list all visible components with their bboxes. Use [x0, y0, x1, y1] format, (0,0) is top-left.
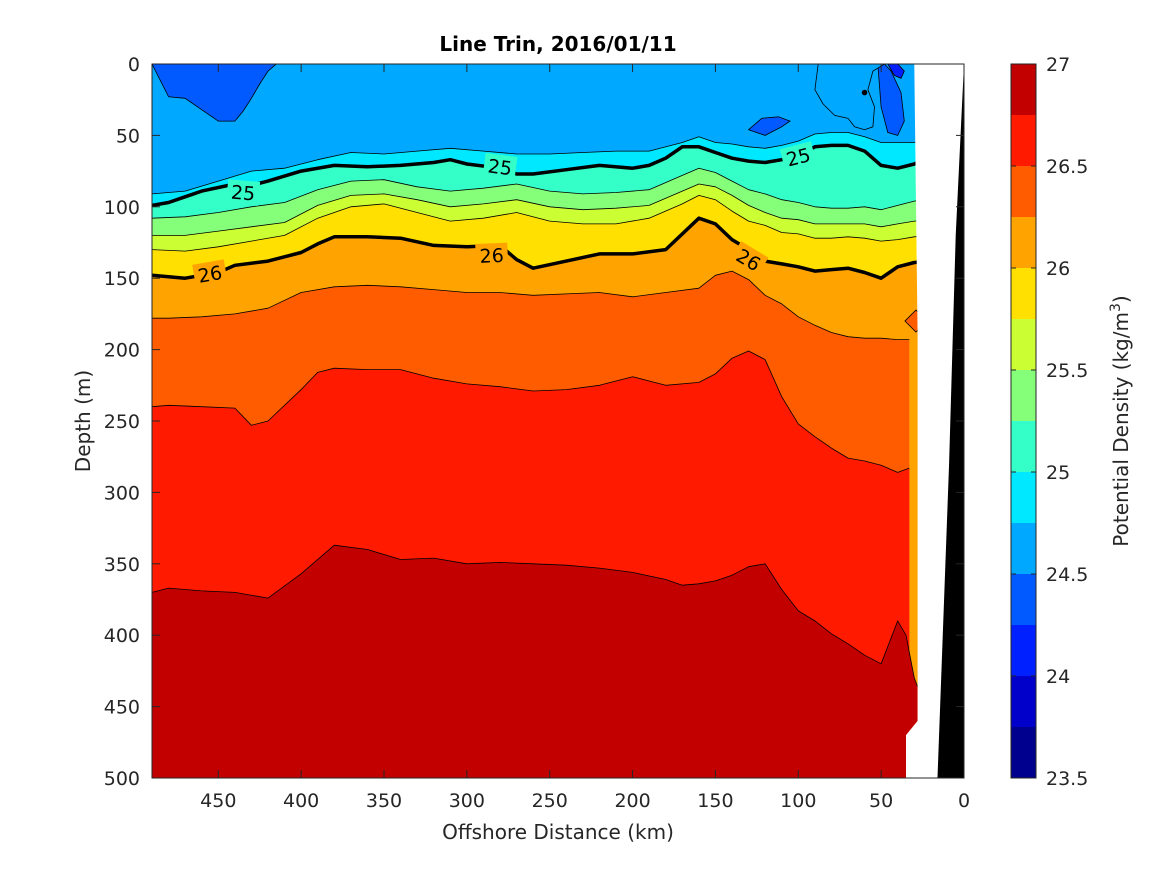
y-axis-ticks: 0 50 100 150 200 250 300 350 400 450 500: [104, 54, 964, 790]
colorbar-swatch: [1011, 625, 1036, 676]
x-tick-label: 300: [449, 790, 485, 812]
colorbar-tick-label: 26.5: [1046, 156, 1088, 178]
colorbar-swatch: [1011, 574, 1036, 625]
isopycnal-line-25-25: [152, 167, 931, 219]
isopycnal-lines: [152, 132, 932, 687]
surface-patch: [887, 64, 905, 79]
y-tick-label: 300: [104, 482, 140, 504]
isopycnal-label: 25: [230, 182, 256, 206]
x-tick-label: 50: [869, 790, 893, 812]
density-band-26-75: [152, 545, 918, 778]
colorbar-swatch: [1011, 166, 1036, 217]
isopycnal-line-25-5: [152, 183, 931, 236]
y-tick-label: 350: [104, 554, 140, 576]
isopycnal-line-26-25: [152, 270, 910, 340]
x-tick-label: 250: [532, 790, 568, 812]
isopycnal-line-25: [152, 143, 932, 208]
colorbar-swatch: [1011, 472, 1036, 523]
x-axis-ticks: 450 400 350 300 250 200 150 100 50 0: [200, 64, 970, 812]
y-tick-label: 400: [104, 625, 140, 647]
isopycnal-label-mask: [482, 152, 518, 181]
isopycnal-line-26-75: [152, 544, 918, 687]
x-tick-label: 200: [614, 790, 650, 812]
isopycnal-label: 26: [479, 245, 504, 268]
x-tick-label: 0: [958, 790, 970, 812]
colorbar-tick-label: 26: [1046, 258, 1070, 280]
isopycnal-label: 26: [196, 262, 224, 288]
isopycnal-line-26-5: [152, 350, 910, 473]
surface-patch: [814, 64, 886, 131]
y-tick-label: 500: [104, 768, 140, 790]
colorbar-tick-label: 23.5: [1046, 768, 1088, 790]
y-tick-label: 150: [104, 268, 140, 290]
colorbar-swatch: [1011, 727, 1036, 778]
colorbar-swatch: [1011, 319, 1036, 370]
colorbar-tick-label: 25.5: [1046, 360, 1088, 382]
colorbar-swatch: [1011, 676, 1036, 727]
x-tick-label: 150: [697, 790, 733, 812]
x-tick-label: 350: [366, 790, 402, 812]
seafloor: [937, 64, 964, 778]
isopycnal-label-mask: [779, 141, 817, 173]
x-tick-label: 100: [780, 790, 816, 812]
y-tick-label: 450: [104, 697, 140, 719]
isopycnal-label-mask: [728, 241, 769, 279]
y-axis-label: Depth (m): [71, 370, 95, 472]
y-tick-label: 50: [116, 125, 140, 147]
y-tick-label: 250: [104, 411, 140, 433]
colorbar-label-close: ): [1109, 295, 1133, 303]
colorbar-swatch: [1011, 217, 1036, 268]
surface-patch: [877, 64, 905, 136]
chart-title: Line Trin, 2016/01/11: [439, 32, 676, 56]
colorbar-ticks: 23.5 24 24.5 25 25.5 26 26.5 27: [1011, 54, 1088, 790]
isopycnal-label: 25: [486, 155, 513, 180]
x-tick-label: 450: [200, 790, 236, 812]
isopycnal-line-25-75: [152, 195, 931, 252]
colorbar-tick-label: 24.5: [1046, 564, 1088, 586]
colorbar-swatch: [1011, 421, 1036, 472]
colorbar-tick-label: 25: [1046, 462, 1070, 484]
density-fills: [152, 64, 931, 778]
isopycnal-label-mask: [192, 259, 228, 289]
surface-patch: [747, 116, 791, 136]
isopycnal-dot: [861, 89, 868, 96]
colorbar-swatch: [1011, 64, 1036, 115]
isopycnal-label-mask: [226, 179, 261, 206]
colorbar-tick-label: 24: [1046, 666, 1070, 688]
colorbar: [1011, 64, 1036, 778]
colorbar-label-superscript: 3: [1108, 303, 1124, 312]
y-tick-label: 200: [104, 340, 140, 362]
x-tick-label: 400: [283, 790, 319, 812]
colorbar-frame: [1010, 63, 1037, 779]
colorbar-swatch: [1011, 523, 1036, 574]
colorbar-swatch: [1011, 268, 1036, 319]
isopycnal-line-24-75: [152, 132, 931, 195]
y-tick-label: 100: [104, 197, 140, 219]
colorbar-swatch: [1011, 115, 1036, 166]
x-axis-label: Offshore Distance (km): [442, 820, 674, 844]
surface-patch: [152, 64, 277, 122]
isopycnal-line-26: [152, 216, 932, 280]
bathymetry-mask: [906, 64, 964, 778]
y-tick-label: 0: [128, 54, 140, 76]
colorbar-label: Potential Density (kg/m3): [1108, 295, 1133, 546]
plot-area: [152, 64, 964, 778]
colorbar-tick-label: 27: [1046, 54, 1070, 76]
colorbar-swatch: [1011, 370, 1036, 421]
isopycnal-label-mask: [475, 242, 509, 269]
